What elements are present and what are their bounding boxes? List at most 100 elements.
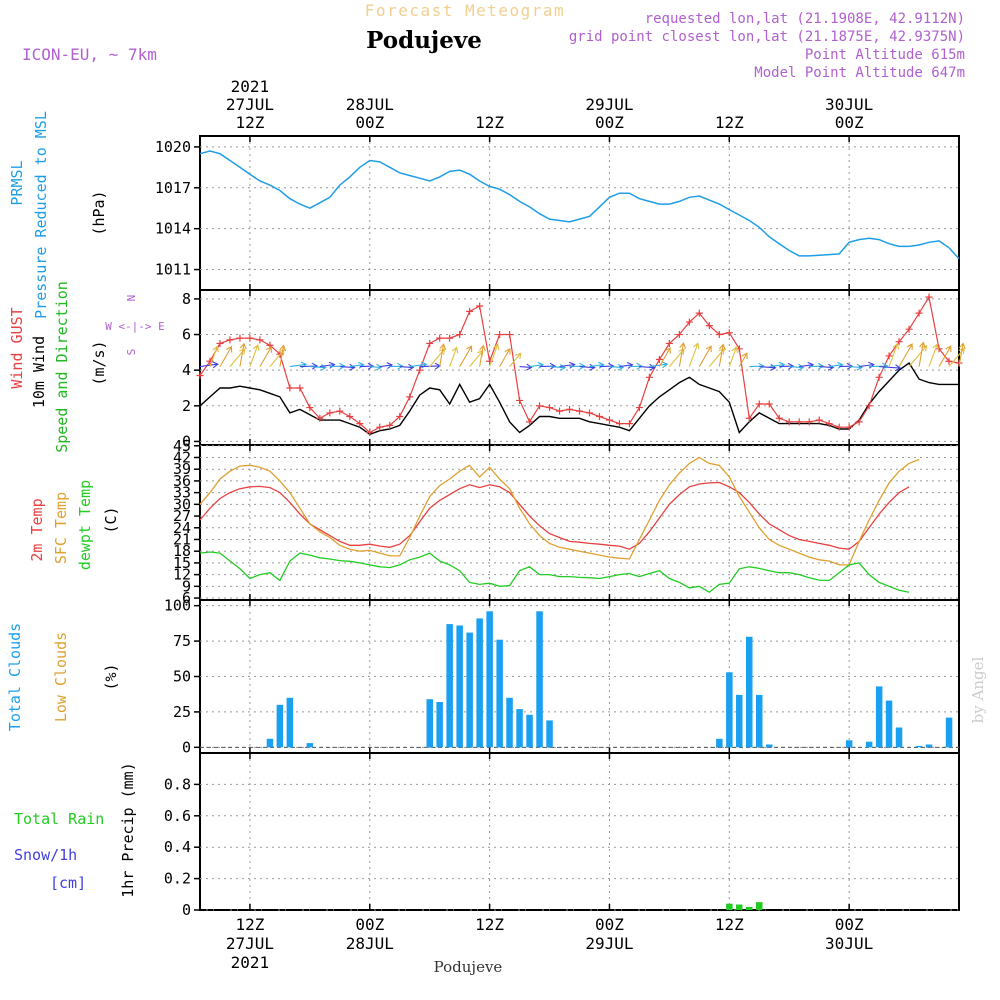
gust-marker [855, 418, 863, 426]
gust-marker [466, 307, 474, 315]
pressure-unit-label: (hPa) [90, 190, 108, 235]
time-label-top: 29JUL [585, 95, 633, 114]
cloud-bar [526, 714, 533, 748]
time-label-top: 00Z [355, 113, 384, 132]
time-label-top: 27JUL [226, 95, 274, 114]
gust-marker [296, 384, 304, 392]
gust-marker [246, 334, 254, 342]
y-tick-label: 18 [173, 542, 191, 560]
time-label-top: 12Z [715, 113, 744, 132]
gust-marker [546, 404, 554, 412]
watermark: by Angel [969, 656, 987, 723]
y-tick-label: 1011 [155, 261, 191, 279]
precip-unit-label: 1hr Precip (mm) [119, 762, 137, 897]
gust-marker [476, 302, 484, 310]
gust-marker [516, 396, 524, 404]
time-label-bottom: 12Z [235, 915, 264, 934]
wind-direction-arrow [718, 343, 726, 367]
y-tick-label: 33 [173, 484, 191, 502]
time-label-bottom: 30JUL [825, 934, 873, 953]
total-rain-label: Total Rain [14, 810, 104, 828]
wind-direction-arrow [938, 345, 952, 367]
wind-direction-arrow [379, 362, 394, 370]
gust-marker [715, 331, 723, 339]
gust-marker [615, 420, 623, 428]
wind-direction-arrow [329, 362, 346, 370]
gust-marker [556, 407, 564, 415]
cloud-bar [766, 744, 773, 748]
cloud-bar [456, 625, 463, 748]
gust-marker [605, 416, 613, 424]
gust-marker [536, 402, 544, 410]
panel-clouds: 0 25 50 75 100 Total Clouds Low Clouds (%) [6, 597, 960, 756]
gust-marker [316, 414, 324, 422]
wind-direction-arrow [789, 363, 805, 371]
time-label-top: 00Z [595, 113, 624, 132]
wind-direction-arrow [819, 363, 835, 371]
time-label-bottom: 00Z [595, 915, 624, 934]
low-clouds-label: Low Clouds [52, 632, 70, 722]
wind-direction-arrow [658, 347, 671, 367]
gust-marker [635, 404, 643, 412]
cloud-bar [306, 743, 314, 748]
y-tick-label: 45 [173, 437, 191, 455]
time-label-top: 12Z [235, 113, 264, 132]
y-tick-label: 6 [182, 326, 191, 344]
time-label-top: 00Z [835, 113, 864, 132]
gust-marker [566, 405, 574, 413]
time-label-bottom: 28JUL [346, 934, 394, 953]
dewpoint-label: dewpt Temp [76, 480, 94, 570]
gust-marker [585, 409, 593, 417]
gust-marker [845, 423, 853, 431]
cloud-bar [546, 720, 553, 748]
gust-marker [645, 373, 653, 381]
wind-unit-label: (m/s) [90, 340, 108, 385]
wind-direction-label: Speed and Direction [53, 281, 71, 453]
y-tick-label: 24 [173, 519, 191, 537]
clouds-unit-label: (%) [102, 663, 120, 690]
gust-marker [865, 402, 873, 410]
temp-2m-label: 2m Temp [28, 498, 46, 561]
gust-marker [805, 418, 813, 426]
gust-marker [785, 418, 793, 426]
wind-direction-arrow [269, 348, 285, 367]
wind-direction-arrow [249, 343, 260, 367]
gust-marker [436, 334, 444, 342]
cloud-bar [276, 704, 284, 748]
gust-marker [685, 318, 693, 326]
wind-direction-arrow [688, 342, 700, 367]
footer-station: Podujeve [434, 958, 503, 976]
wind-direction-arrow [209, 345, 219, 367]
wind-direction-arrow [479, 344, 486, 367]
rain-bar [756, 902, 763, 910]
cloud-bar [726, 672, 733, 748]
grid-point-coords: grid point closest lon,lat (21.1875E, 42… [569, 29, 965, 45]
gust-marker [595, 412, 603, 420]
wind-direction-arrow [369, 363, 383, 371]
gust-marker [695, 309, 703, 317]
gust-marker [765, 400, 773, 408]
gust-marker [665, 339, 673, 347]
wind-direction-arrow [219, 345, 233, 367]
y-tick-label: 0.4 [164, 838, 191, 856]
gust-marker [945, 357, 953, 365]
cloud-bar [466, 632, 473, 748]
y-tick-label: 4 [182, 361, 191, 379]
gust-marker [336, 407, 344, 415]
cloud-bar [436, 702, 443, 748]
cloud-bar [845, 740, 853, 748]
rain-bar [736, 904, 743, 910]
time-label-bottom: 00Z [355, 915, 384, 934]
wind-direction-arrow [738, 352, 748, 367]
wind-speed-line [199, 361, 959, 436]
gust-marker [576, 407, 583, 415]
time-label-bottom: 2021 [231, 953, 270, 972]
time-label-top: 2021 [231, 77, 270, 96]
time-label-bottom: 12Z [715, 915, 744, 934]
y-tick-label: 1017 [155, 179, 191, 197]
cloud-bar [496, 639, 503, 748]
gust-marker [326, 409, 334, 417]
y-tick-label: 0 [182, 901, 191, 919]
wind-direction-arrow [898, 343, 913, 367]
cloud-bar [266, 738, 274, 748]
